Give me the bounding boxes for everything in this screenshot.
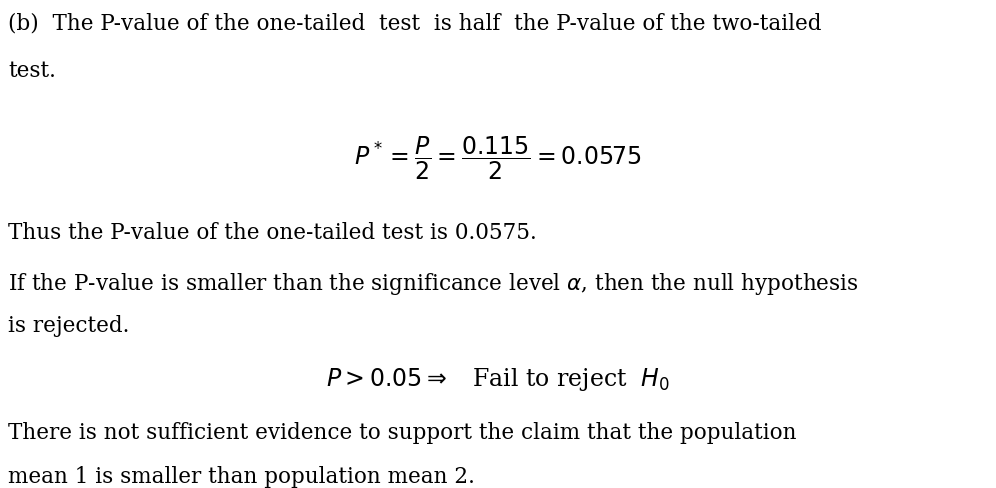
- Text: There is not sufficient evidence to support the claim that the population: There is not sufficient evidence to supp…: [8, 421, 797, 443]
- Text: If the P-value is smaller than the significance level $\alpha$, then the null hy: If the P-value is smaller than the signi…: [8, 271, 859, 297]
- Text: is rejected.: is rejected.: [8, 315, 129, 337]
- Text: mean 1 is smaller than population mean 2.: mean 1 is smaller than population mean 2…: [8, 465, 475, 487]
- Text: $P^* = \dfrac{P}{2} = \dfrac{0.115}{2} = 0.0575$: $P^* = \dfrac{P}{2} = \dfrac{0.115}{2} =…: [354, 134, 642, 182]
- Text: Thus the P-value of the one-tailed test is 0.0575.: Thus the P-value of the one-tailed test …: [8, 222, 537, 244]
- Text: test.: test.: [8, 60, 56, 81]
- Text: $P > 0.05 \Rightarrow\;$  Fail to reject  $H_0$: $P > 0.05 \Rightarrow\;$ Fail to reject …: [326, 365, 670, 392]
- Text: (b)  The P-value of the one-tailed  test  is half  the P-value of the two-tailed: (b) The P-value of the one-tailed test i…: [8, 12, 822, 34]
